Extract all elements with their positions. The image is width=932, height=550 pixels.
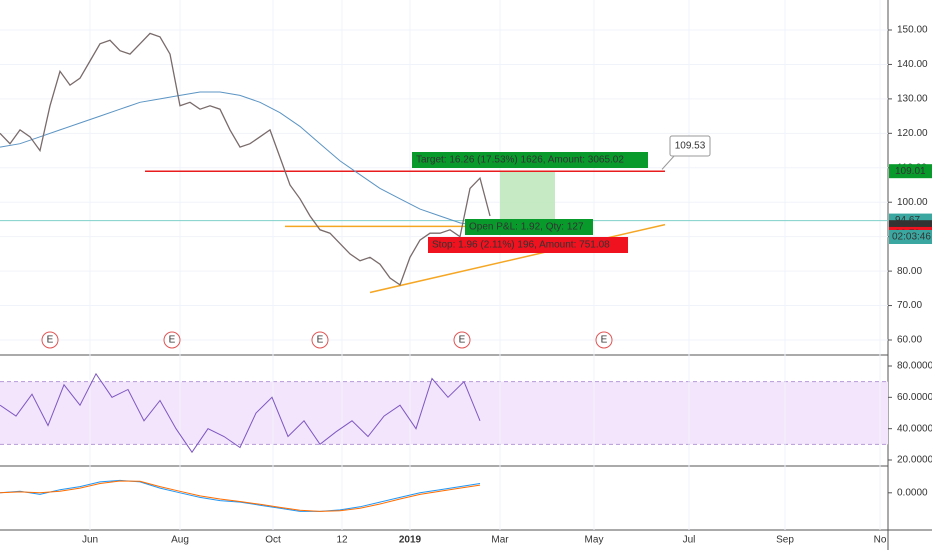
- x-tick-label: 12: [336, 535, 348, 546]
- y-tick-label: 120.00: [897, 128, 928, 139]
- callout-pointer: [661, 154, 676, 170]
- price-label-bg: [889, 164, 932, 179]
- y-tick-label: 100.00: [897, 197, 928, 208]
- macd-line: [0, 480, 481, 512]
- earnings-label: E: [169, 335, 176, 346]
- position-label-bg: [412, 152, 648, 168]
- x-tick-label: Jun: [82, 535, 98, 546]
- rsi-tick-label: 60.0000: [897, 392, 932, 403]
- earnings-marker: [311, 331, 329, 349]
- rsi-tick-label: 40.0000: [897, 423, 932, 434]
- earnings-marker: [453, 331, 471, 349]
- rsi-band: [0, 381, 888, 445]
- y-tick-label: 60.00: [897, 335, 922, 346]
- rsi-line: [0, 372, 481, 454]
- position-label-bg: [465, 219, 593, 235]
- position-label: Target: 16.26 (17.53%) 1626, Amount: 306…: [416, 155, 624, 166]
- earnings-label: E: [459, 335, 466, 346]
- x-tick-label: Oct: [265, 535, 281, 546]
- x-tick-label: Aug: [171, 535, 189, 546]
- position-label-bg: [428, 237, 628, 253]
- position-label: Open P&L: 1.92, Qty: 127: [469, 222, 584, 233]
- x-tick-label: May: [585, 535, 604, 546]
- earnings-marker: [595, 331, 613, 349]
- price-label: 109.01: [895, 166, 926, 177]
- y-tick-label: 150.00: [897, 25, 928, 36]
- countdown: 02:03:46: [892, 232, 931, 243]
- moving-average: [0, 91, 481, 227]
- x-tick-label: Sep: [776, 535, 794, 546]
- rsi-tick-label: 20.0000: [897, 455, 932, 466]
- x-tick-label: Jul: [683, 535, 696, 546]
- x-tick-label: Mar: [491, 535, 509, 546]
- earnings-marker: [41, 331, 59, 349]
- callout-text: 109.53: [675, 141, 706, 152]
- earnings-label: E: [601, 335, 608, 346]
- x-tick-label: 2019: [399, 535, 422, 546]
- x-tick-label: No: [874, 535, 887, 546]
- macd-tick-label: 0.0000: [897, 487, 928, 498]
- y-tick-label: 80.00: [897, 266, 922, 277]
- callout-box: [669, 135, 711, 157]
- trendline: [369, 223, 666, 294]
- earnings-marker: [163, 331, 181, 349]
- y-tick-label: 130.00: [897, 94, 928, 105]
- position-label: Stop: 1.96 (2.11%) 196, Amount: 751.08: [432, 240, 610, 251]
- countdown-bg: [889, 230, 932, 244]
- earnings-label: E: [317, 335, 324, 346]
- macd-line: [0, 479, 481, 512]
- profit-zone: [500, 171, 555, 221]
- earnings-label: E: [47, 335, 54, 346]
- y-tick-label: 140.00: [897, 59, 928, 70]
- rsi-tick-label: 80.0000: [897, 361, 932, 372]
- y-tick-label: 70.00: [897, 300, 922, 311]
- price-line: [0, 32, 491, 286]
